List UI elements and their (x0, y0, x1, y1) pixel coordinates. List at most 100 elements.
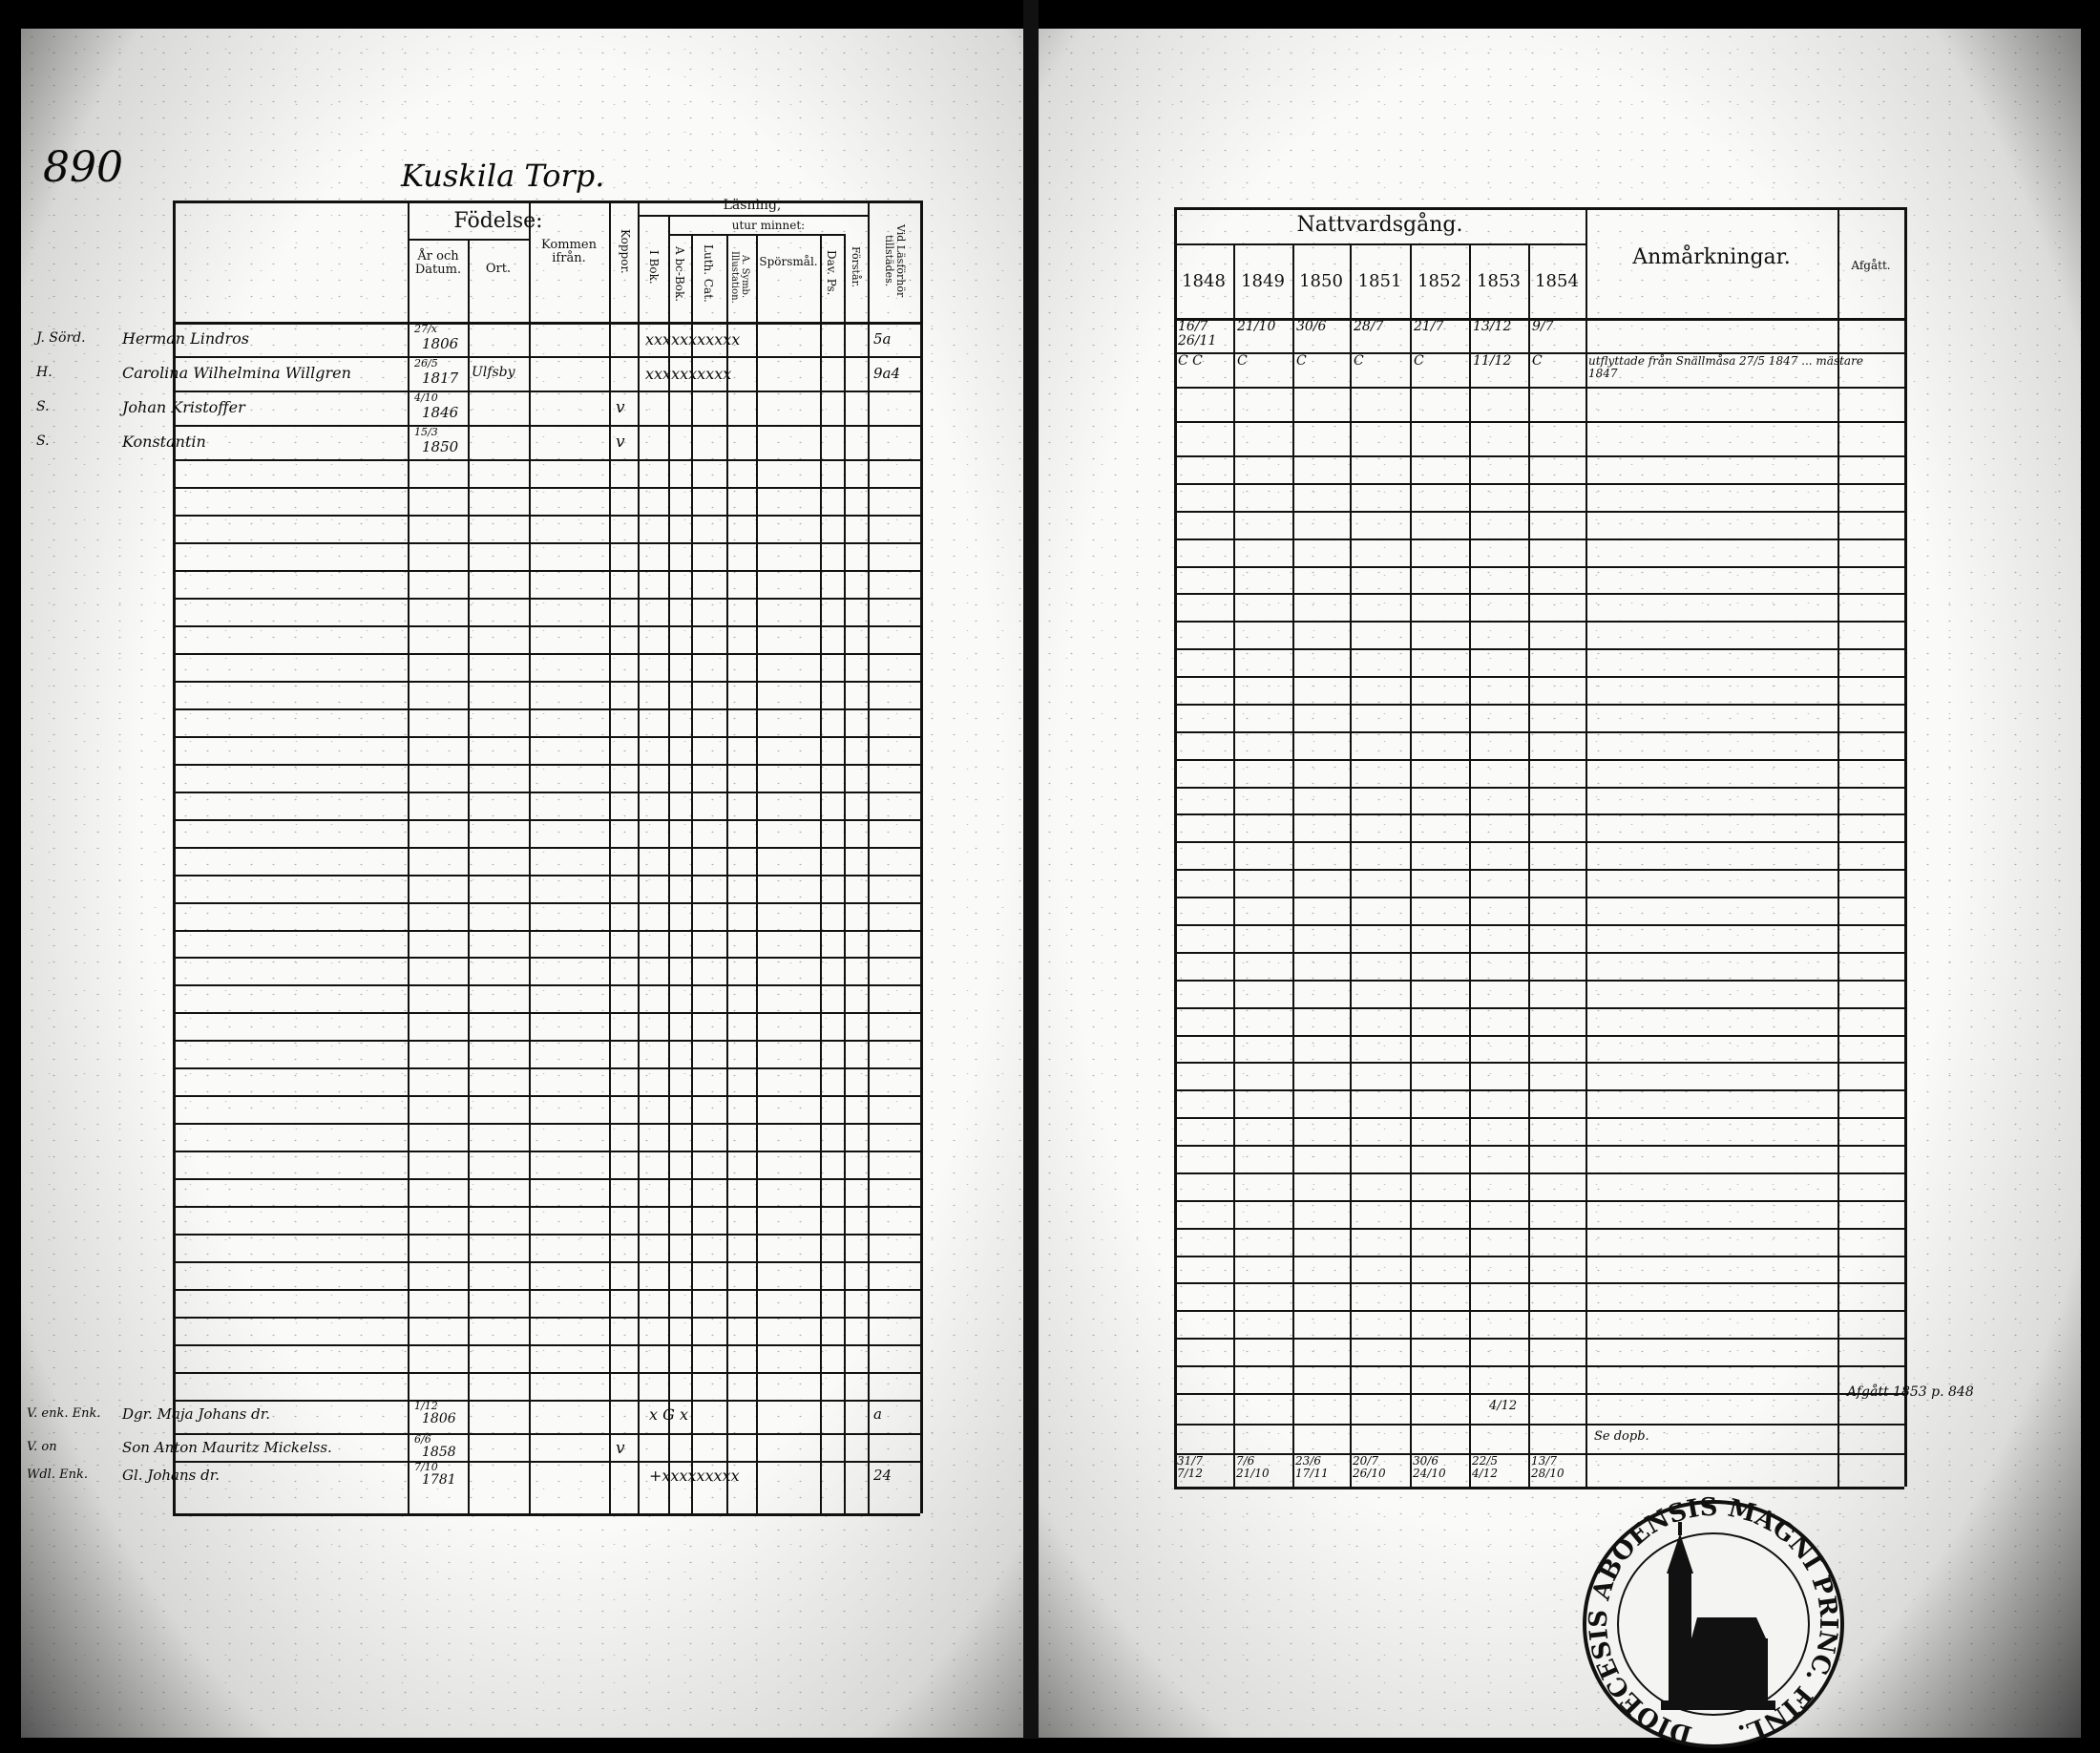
column-line (609, 201, 611, 1513)
row-line (1174, 621, 1904, 623)
entry-birth-day: 6/6 (414, 1433, 431, 1446)
row-line (173, 819, 920, 821)
row-line (173, 1012, 920, 1014)
row-line (173, 625, 920, 627)
row-line (1174, 1424, 1904, 1426)
column-line (756, 234, 758, 1513)
row-line (1174, 1487, 1904, 1489)
row-line (173, 1040, 920, 1042)
row-line (173, 1513, 920, 1516)
communion-date: C (1414, 353, 1424, 369)
communion-date: C (1237, 353, 1248, 369)
entry-birth-year: 1846 (422, 404, 459, 421)
communion-date: 9/7 (1532, 319, 1554, 334)
row-line (1174, 980, 1904, 982)
entry-reading-marks: x G x (649, 1405, 688, 1424)
column-line (1410, 243, 1412, 1487)
communion-date: 21/10 (1237, 319, 1276, 334)
row-line (1174, 813, 1904, 815)
header-abc-bok: A bc-Bok. (673, 246, 687, 303)
subheader-line (1174, 243, 1586, 245)
header-luth-cat: Luth. Cat. (702, 244, 716, 303)
row-line (1174, 1256, 1904, 1257)
row-line (1174, 566, 1904, 568)
communion-date-bottom: 7/6 21/10 (1236, 1454, 1270, 1481)
header-koppor: Koppor. (619, 229, 633, 274)
entry-prefix: S. (36, 399, 50, 414)
subheader-line (668, 234, 844, 236)
entry-prefix: H. (36, 365, 52, 380)
row-line (1174, 483, 1904, 485)
row-line (173, 1206, 920, 1208)
row-line (1174, 1365, 1904, 1367)
row-line (173, 847, 920, 849)
row-line (1174, 421, 1904, 423)
entry-prefix: S. (36, 433, 50, 449)
column-line (408, 201, 410, 1513)
column-line (529, 201, 531, 1513)
communion-date: 11/12 (1473, 353, 1512, 369)
row-line (173, 902, 920, 904)
row-line (1174, 352, 1904, 354)
header-vid-lasforhor: Vid Läsförhör tillstädes. (883, 223, 908, 298)
column-line (1586, 207, 1587, 1487)
row-line (173, 957, 920, 959)
entry-name: Herman Lindros (122, 329, 249, 348)
row-line (173, 1151, 920, 1152)
row-line (1174, 952, 1904, 954)
column-line (173, 201, 176, 1513)
row-line (1174, 1089, 1904, 1091)
column-line (1904, 207, 1907, 1487)
place-title: Kuskila Torp. (401, 158, 605, 194)
row-line (1174, 318, 1904, 321)
row-line (1174, 387, 1904, 389)
row-line (1174, 787, 1904, 789)
entry-reading-marks: +xxxxxxxxx (649, 1467, 740, 1485)
header-forstar: Förstår. (850, 246, 863, 288)
row-line (1174, 539, 1904, 540)
row-line (173, 764, 920, 766)
entry-birth-year: 1806 (422, 1411, 456, 1426)
entry-name: Carolina Wilhelmina Willgren (122, 364, 351, 382)
entry-birth-year: 1850 (422, 438, 459, 455)
row-line (1174, 1007, 1904, 1009)
row-line (173, 391, 920, 392)
entry-koppor: v (616, 1439, 625, 1458)
row-line (173, 708, 920, 710)
communion-date-bottom: 13/7 28/10 (1531, 1454, 1564, 1481)
row-line (173, 1095, 920, 1097)
row-line (173, 1317, 920, 1319)
entry-vid-lasforhor: 9a4 (873, 365, 901, 382)
entry-name: Dgr. Maja Johans dr. (122, 1405, 271, 1423)
header-symb: A. Symb. Illustation. (729, 250, 750, 304)
header-year: 1852 (1418, 271, 1461, 291)
communion-date-bottom: 23/6 17/11 (1295, 1454, 1329, 1481)
row-line (1174, 593, 1904, 595)
row-line (173, 487, 920, 489)
header-year: 1853 (1477, 271, 1521, 291)
row-line (173, 542, 920, 544)
entry-prefix: V. enk. Enk. (27, 1406, 101, 1421)
row-line (173, 653, 920, 655)
header-anmarkningar: Anmårkningar. (1632, 245, 1791, 269)
communion-date: 30/6 (1296, 319, 1327, 334)
row-line (173, 1372, 920, 1374)
column-line (726, 234, 728, 1513)
column-line (1469, 243, 1471, 1487)
header-ar-datum: År och Datum. (414, 249, 462, 278)
row-line (173, 425, 920, 427)
column-line (844, 234, 846, 1513)
row-line (173, 1123, 920, 1125)
header-dav-ps: Dav. Ps. (825, 250, 839, 296)
header-utur-minnet: utur minnet: (731, 219, 806, 232)
column-line (1174, 207, 1177, 1487)
entry-name: Johan Kristoffer (122, 398, 245, 416)
row-line (1174, 1393, 1904, 1395)
column-line (468, 239, 470, 1513)
communion-date-bottom: 30/6 24/10 (1413, 1454, 1446, 1481)
row-line (173, 570, 920, 572)
header-sporsmal: Spörsmål. (759, 255, 818, 268)
column-line (1838, 207, 1839, 1487)
column-line (820, 234, 822, 1513)
row-line (1174, 1145, 1904, 1147)
